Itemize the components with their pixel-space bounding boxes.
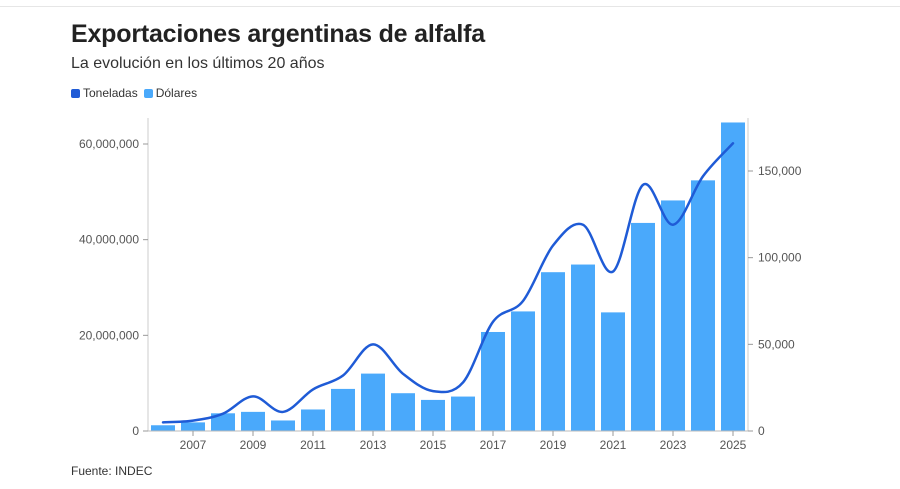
y-left-tick-label: 0: [132, 424, 139, 438]
y-right-tick-label: 50,000: [758, 337, 795, 351]
bar-2018: [511, 311, 535, 431]
legend-label-dolares: Dólares: [155, 86, 198, 100]
x-tick-label: 2011: [300, 438, 326, 452]
bar-2015: [421, 399, 445, 431]
x-tick-label: 2007: [180, 438, 207, 452]
legend-swatch-dolares: [143, 88, 153, 98]
x-tick-label: 2019: [540, 438, 567, 452]
bar-2007: [181, 422, 205, 431]
x-tick-label: 2023: [660, 438, 687, 452]
bar-2016: [451, 396, 475, 431]
x-tick-label: 2015: [420, 438, 447, 452]
source-note: Fuente: INDEC: [71, 464, 153, 478]
bar-2011: [301, 409, 325, 431]
legend-label-toneladas: Toneladas: [83, 86, 138, 100]
bar-2024: [691, 180, 715, 431]
x-tick-label: 2021: [600, 438, 627, 452]
y-left-tick-label: 40,000,000: [79, 233, 139, 247]
x-tick-label: 2013: [360, 438, 387, 452]
bar-2012: [331, 388, 355, 431]
bar-2010: [271, 420, 295, 431]
bar-2014: [391, 393, 415, 431]
y-right-tick-label: 100,000: [758, 251, 802, 265]
bar-2013: [361, 373, 385, 431]
line-toneladas: [161, 142, 735, 424]
top-divider: [0, 6, 900, 7]
y-left-tick-label: 20,000,000: [79, 328, 139, 342]
bar-2020: [571, 264, 595, 431]
bar-2023: [661, 200, 685, 431]
x-tick-label: 2025: [720, 438, 747, 452]
bar-2008: [211, 413, 235, 431]
bar-2009: [241, 411, 265, 431]
legend-item-toneladas[interactable]: Toneladas: [71, 86, 138, 100]
legend-swatch-toneladas: [71, 88, 80, 98]
legend: Toneladas Dólares: [71, 86, 203, 100]
bar-2025: [721, 122, 745, 431]
chart-title: Exportaciones argentinas de alfalfa: [71, 20, 485, 48]
bar-2019: [541, 272, 565, 431]
x-tick-label: 2009: [240, 438, 267, 452]
y-left-tick-label: 60,000,000: [79, 137, 139, 151]
bar-2006: [151, 425, 175, 431]
chart-subtitle: La evolución en los últimos 20 años: [71, 55, 325, 72]
bar-2021: [601, 312, 625, 431]
legend-item-dolares[interactable]: Dólares: [143, 86, 198, 100]
x-tick-label: 2017: [480, 438, 507, 452]
y-right-tick-label: 150,000: [758, 164, 802, 178]
bar-2022: [631, 222, 655, 431]
y-right-tick-label: 0: [758, 424, 765, 438]
bar-2017: [481, 331, 505, 431]
